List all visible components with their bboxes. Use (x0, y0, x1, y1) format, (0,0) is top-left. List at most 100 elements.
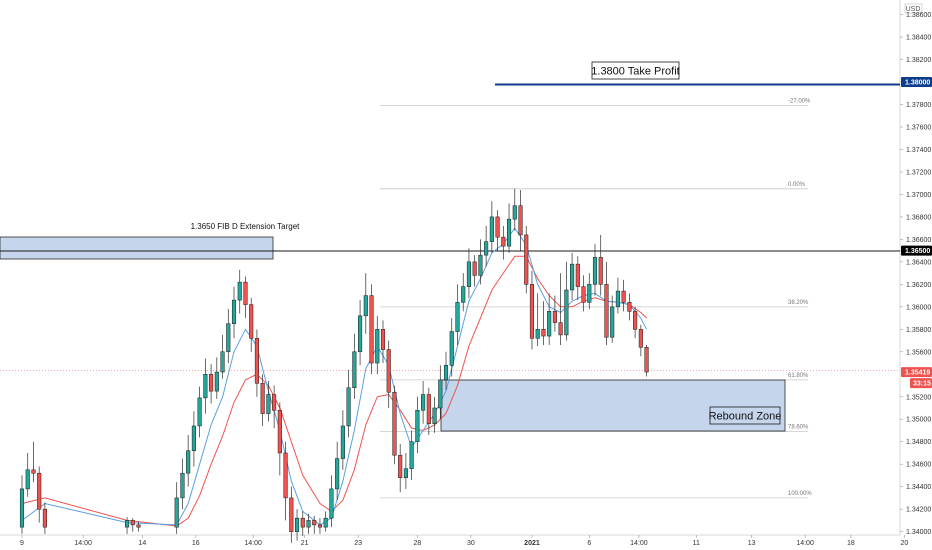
candle-bear (380, 329, 386, 350)
candle-bear (472, 261, 477, 276)
candle-bear (260, 383, 265, 414)
y-tick-label: 1.37400 (906, 147, 931, 154)
candle-bear (31, 469, 36, 474)
candle-bull (484, 241, 489, 256)
candle-bull (547, 311, 552, 337)
candle-bear (638, 329, 643, 348)
candle-bear (604, 284, 609, 338)
y-tick-label: 1.35000 (906, 417, 931, 424)
countdown-tag (910, 378, 932, 389)
candle-bull (191, 425, 196, 451)
fib-level-label: -27.00% (788, 99, 811, 105)
fib-level-label: 38.20% (788, 300, 809, 306)
candle-bear (633, 311, 638, 330)
countdown-label: 33:15 (913, 381, 931, 388)
candle-bear (312, 520, 317, 526)
candle-bear (581, 286, 586, 303)
candle-bull (237, 281, 242, 301)
x-tick-label: 30 (467, 540, 475, 547)
x-tick-label: 14:00 (244, 540, 262, 547)
x-tick-label: 2021 (524, 540, 540, 547)
candle-bull (466, 261, 471, 287)
rebound-zone-label: Rebound Zone (709, 411, 782, 423)
candle-bull (564, 289, 569, 336)
candle-bull (432, 407, 437, 424)
x-tick-label: 14:00 (796, 540, 814, 547)
y-tick-label: 1.34200 (906, 507, 931, 514)
candle-bear (369, 295, 374, 364)
y-tick-label: 1.35200 (906, 394, 931, 401)
fib-level-label: 100.00% (788, 491, 812, 497)
x-tick-label: 16 (192, 540, 200, 547)
price-tags: 1.38000 1.36500 1.35419 33:15 (901, 77, 932, 389)
candle-bear (243, 281, 248, 305)
y-tick-label: 1.34400 (906, 484, 931, 491)
candle-bull (449, 331, 454, 366)
y-tick-label: 1.36000 (906, 304, 931, 311)
y-tick-label: 1.37200 (906, 169, 931, 176)
candle-bear (283, 452, 288, 499)
horizontal-lines (0, 83, 900, 371)
y-tick-label: 1.36600 (906, 237, 931, 244)
candle-bull (478, 254, 483, 276)
candle-bear (552, 311, 557, 323)
candle-bear (398, 454, 403, 478)
price-axis[interactable]: USD 1.386001.384001.382001.378001.376001… (900, 3, 931, 536)
candle-bear (524, 234, 529, 285)
candle-bear (317, 524, 323, 528)
candle-bull (375, 329, 380, 364)
candle-bull (403, 468, 408, 478)
candle-bull (507, 218, 512, 247)
candle-bull (306, 520, 311, 528)
x-tick-label: 6 (587, 540, 591, 547)
candle-bear (249, 304, 254, 339)
candle-bear (42, 508, 47, 528)
time-axis[interactable]: 9 14:00 14 16 14:00 21 23 28 30 2021 6 14:00 11 13 14:… (20, 535, 932, 547)
fib-level-label: 78.60% (788, 425, 809, 431)
candle-bull (358, 315, 363, 353)
y-tick-label: 1.35800 (906, 327, 931, 334)
candle-bear (529, 284, 535, 339)
candle-bear (501, 236, 506, 247)
candle-bull (489, 216, 494, 242)
x-tick-label: 14:00 (630, 540, 648, 547)
candle-bull (592, 257, 598, 285)
take-profit-label: 1.3800 Take Profit (591, 66, 679, 78)
price-tag-label: 1.38000 (905, 80, 930, 87)
y-tick-label: 1.36400 (906, 259, 931, 266)
candle-bull (180, 472, 185, 499)
candle-bear (277, 409, 282, 454)
fib-target-zone[interactable] (0, 236, 274, 260)
candle-bear (575, 263, 580, 287)
candle-bull (19, 488, 25, 528)
x-tick-label: 14:00 (74, 540, 92, 547)
candle-bull (25, 469, 30, 490)
y-tick-label: 1.38600 (906, 12, 931, 19)
take-profit-label-box[interactable] (591, 61, 680, 80)
candle-bull (266, 394, 271, 414)
candle-bull (615, 290, 620, 308)
candle-bull (186, 450, 191, 474)
y-tick-label: 1.34600 (906, 462, 931, 469)
candle-bull (587, 284, 592, 303)
x-tick-label: 11 (693, 540, 700, 547)
fib-level-label: 0.00% (788, 182, 806, 188)
candle-bull (443, 365, 449, 381)
candle-bull (174, 497, 179, 528)
candle-bull (610, 306, 615, 338)
currency-label-box (904, 3, 923, 14)
candle-bull (421, 394, 426, 411)
candle-bull (461, 286, 466, 303)
y-tick-label: 1.37000 (906, 192, 931, 199)
candle-bull (226, 323, 231, 353)
candle-bear (130, 520, 135, 526)
candle-bull (409, 441, 414, 469)
y-tick-label: 1.37600 (906, 125, 931, 132)
fib-level-label: 61.80% (788, 373, 809, 379)
candle-bear (558, 322, 563, 336)
annotations: 1.3800 Take Profit 1.3650 FIB D Extensio… (191, 61, 782, 425)
candle-bear (426, 394, 431, 424)
candle-bull (438, 379, 443, 409)
